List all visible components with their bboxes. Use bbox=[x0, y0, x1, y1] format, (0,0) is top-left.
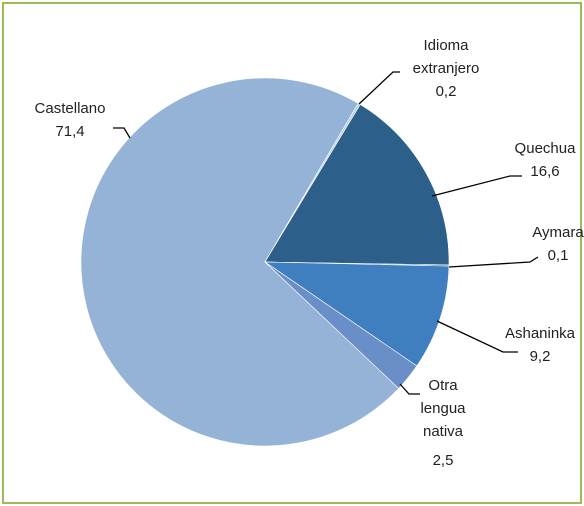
category-label: Idioma extranjero bbox=[412, 37, 480, 77]
pie-slice bbox=[264, 261, 418, 389]
value-label: 71,4 bbox=[55, 123, 85, 140]
leader-lines bbox=[113, 71, 539, 395]
leader-line bbox=[358, 71, 400, 105]
category-label: Aymara bbox=[532, 224, 584, 241]
pie-slice bbox=[80, 77, 400, 447]
value-label: 9,2 bbox=[529, 348, 551, 365]
pie-slice bbox=[263, 261, 450, 367]
category-label: Otra lengua nativa bbox=[420, 377, 466, 440]
leader-line bbox=[399, 383, 420, 395]
leader-line bbox=[431, 175, 522, 197]
category-label: Quechua bbox=[514, 140, 576, 157]
pie-slice bbox=[264, 104, 450, 266]
value-label: 0,1 bbox=[547, 247, 569, 264]
value-label: 2,5 bbox=[432, 452, 454, 469]
category-label: Ashaninka bbox=[504, 325, 576, 342]
leader-line bbox=[436, 320, 518, 353]
value-label: 0,2 bbox=[435, 83, 457, 100]
leader-line bbox=[113, 127, 131, 139]
value-label: 16,6 bbox=[530, 163, 560, 180]
leader-line bbox=[448, 256, 539, 268]
category-label: Castellano bbox=[34, 100, 106, 117]
